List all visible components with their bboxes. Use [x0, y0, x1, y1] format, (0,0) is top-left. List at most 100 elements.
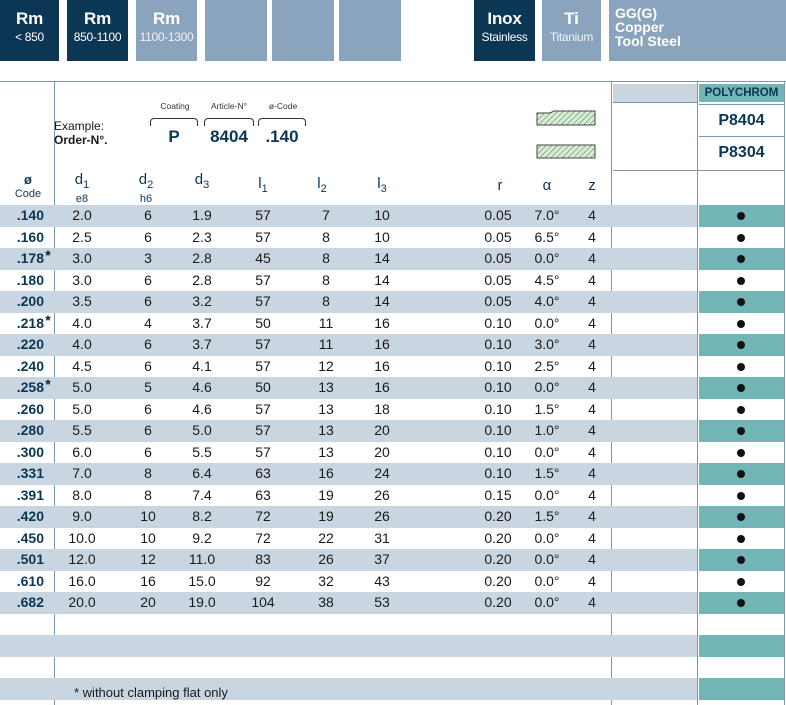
cell-d2: 6	[144, 400, 152, 417]
cell-z: 4	[588, 594, 596, 610]
diameter-code: .218	[16, 314, 44, 331]
cell-d2: 8	[144, 486, 152, 503]
row-band	[0, 248, 697, 270]
cell-r: 0.20	[484, 529, 512, 546]
material-tile: Inox Stainless	[474, 0, 535, 61]
diameter-code: .200	[16, 293, 44, 309]
cell-z: 4	[588, 293, 596, 309]
table-row: .391 8.0 8 7.4 63 19 26 0.15 0.0° 4	[0, 485, 786, 507]
cell-z: 4	[588, 207, 596, 223]
material-range: 1100-1300	[139, 30, 194, 44]
cell-l3: 43	[374, 572, 390, 589]
col-header-alpha: α	[542, 177, 552, 194]
panel-bar	[613, 104, 697, 134]
footnote-marker	[44, 396, 52, 418]
cell-d2: 6	[144, 422, 152, 438]
col-header-l2: l2	[317, 175, 327, 196]
col-header-code: ø Code	[14, 172, 42, 200]
cell-r: 0.10	[484, 443, 512, 460]
table-row: .160 2.5 6 2.3 57 8 10 0.05 6.5° 4	[0, 227, 786, 249]
diameter-code: .450	[16, 529, 44, 546]
cell-l1: 57	[255, 293, 271, 309]
coating-value: P	[168, 127, 180, 146]
availability-dot-icon	[737, 491, 745, 500]
cell-d2: 6	[144, 293, 152, 309]
table-row: .682 20.0 20 19.0 104 38 53 0.20 0.0° 4	[0, 592, 786, 614]
footnote-marker	[44, 288, 52, 310]
availability-dot-icon	[737, 298, 745, 306]
table-row: .178 * 3.0 3 2.8 45 8 14 0.05 0.0° 4	[0, 247, 786, 270]
footnote-marker	[44, 202, 52, 224]
empty-row	[0, 614, 786, 636]
cell-d3: 15.0	[188, 572, 216, 589]
row-band	[0, 549, 697, 571]
cell-d2: 6	[144, 357, 152, 374]
col-header-d1: d1 e8	[74, 171, 90, 206]
cell-r: 0.10	[484, 357, 512, 374]
cell-d3: 7.4	[192, 486, 212, 503]
cell-d1: 5.0	[72, 379, 92, 395]
cell-r: 0.05	[484, 293, 512, 309]
row-band	[699, 657, 784, 679]
cell-l3: 16	[374, 336, 390, 352]
cell-r: 0.10	[484, 422, 512, 438]
diameter-code: .180	[16, 271, 44, 288]
cell-l2: 22	[318, 529, 334, 546]
row-band	[0, 678, 697, 700]
cell-l2: 19	[318, 508, 334, 524]
col-header-l1: l1	[258, 175, 268, 196]
cell-d1: 5.0	[72, 400, 92, 417]
row-band	[699, 614, 784, 636]
table-row: .220 4.0 6 3.7 57 11 16 0.10 3.0° 4	[0, 334, 786, 356]
table-row: .140 2.0 6 1.9 57 7 10 0.05 7.0° 4	[0, 205, 786, 227]
cell-l1: 72	[255, 508, 271, 524]
cell-l1: 57	[255, 271, 271, 288]
cell-alpha: 6.5°	[534, 228, 560, 245]
footnote-marker	[44, 331, 52, 353]
cell-alpha: 0.0°	[534, 443, 560, 460]
diameter-code: .220	[16, 336, 44, 352]
empty-row	[0, 635, 786, 657]
cell-l3: 14	[374, 293, 390, 309]
row-band	[0, 420, 697, 442]
cell-l2: 19	[318, 486, 334, 503]
cell-l3: 26	[374, 508, 390, 524]
footnote-marker	[44, 224, 52, 246]
cell-d1: 4.0	[72, 314, 92, 331]
article-value: 8404	[210, 127, 248, 146]
cell-l2: 38	[318, 594, 334, 610]
bracket	[204, 118, 254, 126]
col-header-d2: d2 h6	[138, 171, 154, 206]
cell-d1: 4.0	[72, 336, 92, 352]
footnote-marker	[44, 503, 52, 525]
diameter-code: .160	[16, 228, 44, 245]
product-line-header: POLYCHROM	[699, 84, 784, 102]
row-band	[0, 506, 697, 528]
cell-r: 0.20	[484, 551, 512, 567]
cell-d3: 6.4	[192, 465, 212, 481]
material-range: < 850	[15, 30, 44, 44]
article-caption: Article-N°	[211, 101, 247, 111]
table-row: .420 9.0 10 8.2 72 19 26 0.20 1.5° 4	[0, 506, 786, 528]
cell-d1: 12.0	[68, 551, 96, 567]
cell-l2: 32	[318, 572, 334, 589]
cell-z: 4	[588, 357, 596, 374]
row-band	[0, 334, 697, 356]
cell-d1: 3.5	[72, 293, 92, 309]
cell-d1: 2.0	[72, 207, 92, 223]
bracket	[258, 118, 306, 126]
cell-alpha: 4.0°	[534, 293, 560, 309]
material-name: Rm	[153, 9, 180, 28]
cell-z: 4	[588, 314, 596, 331]
footnote-marker	[44, 439, 52, 461]
col-header-z: z	[588, 177, 596, 194]
cell-l2: 8	[322, 228, 330, 245]
cell-l1: 72	[255, 529, 271, 546]
empty-row	[0, 678, 786, 700]
col-header-r: r	[497, 177, 503, 194]
cell-alpha: 0.0°	[534, 250, 560, 266]
empty-row	[0, 657, 786, 679]
diameter-code: .610	[16, 572, 44, 589]
cell-l3: 10	[374, 228, 390, 245]
cell-l3: 16	[374, 379, 390, 395]
